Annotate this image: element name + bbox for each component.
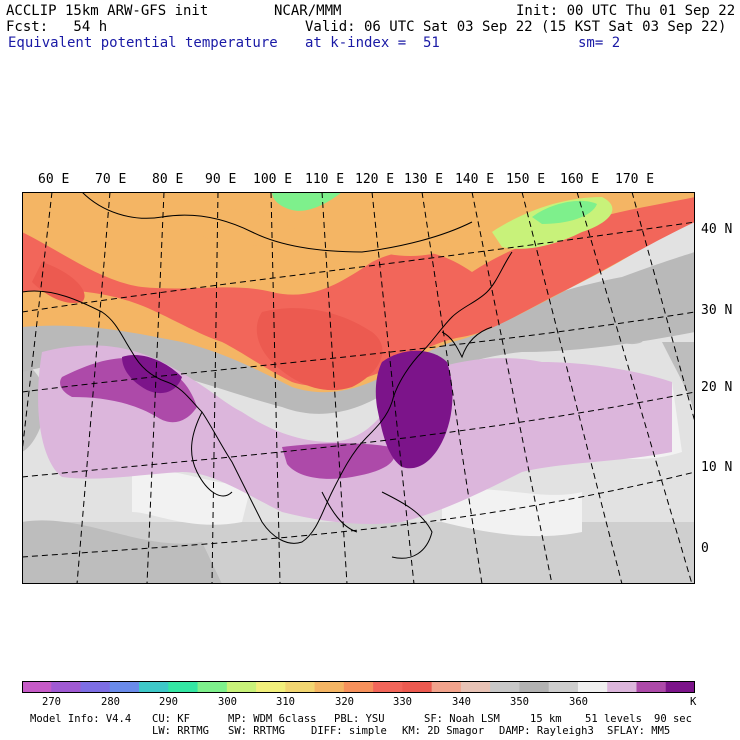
valid-time: Valid: 06 UTC Sat 03 Sep 22 (15 KST Sat … bbox=[305, 19, 727, 35]
lon-label: 140 E bbox=[455, 172, 495, 187]
colorbar-tick: 290 bbox=[159, 696, 178, 708]
lon-label: 80 E bbox=[152, 172, 184, 187]
lat-label: 40 N bbox=[701, 222, 733, 237]
colorbar-cell bbox=[168, 681, 199, 693]
lon-label: 70 E bbox=[95, 172, 127, 187]
lon-label: 90 E bbox=[205, 172, 237, 187]
colorbar-cell bbox=[636, 681, 667, 693]
lon-label: 160 E bbox=[560, 172, 600, 187]
sw-radiation: SW: RRTMG bbox=[228, 725, 285, 737]
colorbar-cell bbox=[314, 681, 345, 693]
lat-label: 10 N bbox=[701, 460, 733, 475]
org-label: NCAR/MMM bbox=[274, 3, 342, 19]
lat-label: 20 N bbox=[701, 380, 733, 395]
colorbar-tick: 280 bbox=[101, 696, 120, 708]
k-index-label: at k-index = 51 bbox=[305, 35, 440, 51]
map-border bbox=[22, 192, 695, 584]
orange-north bbox=[192, 208, 452, 257]
colorbar-cell bbox=[431, 681, 462, 693]
lon-label: 110 E bbox=[305, 172, 345, 187]
lon-label: 130 E bbox=[404, 172, 444, 187]
levels: 51 levels bbox=[585, 713, 642, 725]
colorbar-cell bbox=[402, 681, 433, 693]
km-option: KM: 2D Smagor bbox=[402, 725, 485, 737]
colorbar-tick: 360 bbox=[569, 696, 588, 708]
colorbar-tick: 350 bbox=[510, 696, 529, 708]
colorbar-cell bbox=[80, 681, 111, 693]
theta-e-map bbox=[22, 192, 695, 584]
smoothing-label: sm= 2 bbox=[578, 35, 621, 51]
lon-label: 120 E bbox=[355, 172, 395, 187]
field-name: Equivalent potential temperature bbox=[8, 35, 278, 51]
timestep: 90 sec bbox=[654, 713, 692, 725]
purple-south-china-sea bbox=[282, 443, 395, 479]
colorbar-cell bbox=[109, 681, 140, 693]
green-north-1 bbox=[272, 192, 342, 211]
model-title: ACCLIP 15km ARW-GFS init bbox=[6, 3, 209, 19]
colorbar-tick: 310 bbox=[276, 696, 295, 708]
lat-label: 30 N bbox=[701, 303, 733, 318]
colorbar-cell bbox=[548, 681, 579, 693]
forecast-hour: Fcst: 54 h bbox=[6, 19, 108, 35]
colorbar-cell bbox=[256, 681, 286, 693]
colorbar-cell bbox=[607, 681, 637, 693]
green-north-3 bbox=[532, 200, 597, 224]
colorbar-cell bbox=[51, 681, 82, 693]
colorbar-cell bbox=[519, 681, 550, 693]
continental-gray-band bbox=[22, 252, 695, 414]
colorbar-cell bbox=[665, 681, 695, 693]
microphysics-scheme: MP: WDM 6class bbox=[228, 713, 317, 725]
colorbar-cell bbox=[285, 681, 316, 693]
purple-monsoon-core bbox=[122, 354, 182, 394]
lon-label: 150 E bbox=[506, 172, 546, 187]
colorbar-tick: 300 bbox=[218, 696, 237, 708]
lon-label: 100 E bbox=[253, 172, 293, 187]
coastlines bbox=[22, 192, 513, 559]
colorbar-cell bbox=[373, 681, 403, 693]
colorbar-cell bbox=[139, 681, 169, 693]
model-version: Model Info: V4.4 bbox=[30, 713, 132, 725]
lat-label: 0 bbox=[701, 541, 709, 556]
colorbar-cell bbox=[197, 681, 228, 693]
init-time: Init: 00 UTC Thu 01 Sep 22 bbox=[516, 3, 736, 19]
colorbar-tick: 270 bbox=[42, 696, 61, 708]
colorbar-cell bbox=[577, 681, 608, 693]
colorbar-cell bbox=[460, 681, 491, 693]
colorbar-cell bbox=[22, 681, 52, 693]
deep-red-core bbox=[32, 262, 383, 391]
colorbar-cell bbox=[226, 681, 257, 693]
graticule bbox=[22, 192, 695, 584]
lw-radiation: LW: RRTMG bbox=[152, 725, 209, 737]
colorbar-tick: 330 bbox=[393, 696, 412, 708]
lon-label: 60 E bbox=[38, 172, 70, 187]
colorbar-cell bbox=[343, 681, 374, 693]
colorbar-tick: 320 bbox=[335, 696, 354, 708]
pbl-scheme: PBL: YSU bbox=[334, 713, 385, 725]
cumulus-scheme: CU: KF bbox=[152, 713, 190, 725]
surface-layer: SFLAY: MM5 bbox=[607, 725, 671, 737]
resolution: 15 km bbox=[530, 713, 562, 725]
light-purple-tropics bbox=[38, 345, 672, 524]
colorbar-cell bbox=[490, 681, 520, 693]
colorbar-unit: K bbox=[690, 696, 697, 708]
colorbar-tick: 340 bbox=[452, 696, 471, 708]
colorbar bbox=[22, 681, 695, 693]
surface-scheme: SF: Noah LSM bbox=[424, 713, 500, 725]
lon-label: 170 E bbox=[615, 172, 655, 187]
damping: DAMP: Rayleigh3 bbox=[499, 725, 594, 737]
diffusion: DIFF: simple bbox=[311, 725, 387, 737]
